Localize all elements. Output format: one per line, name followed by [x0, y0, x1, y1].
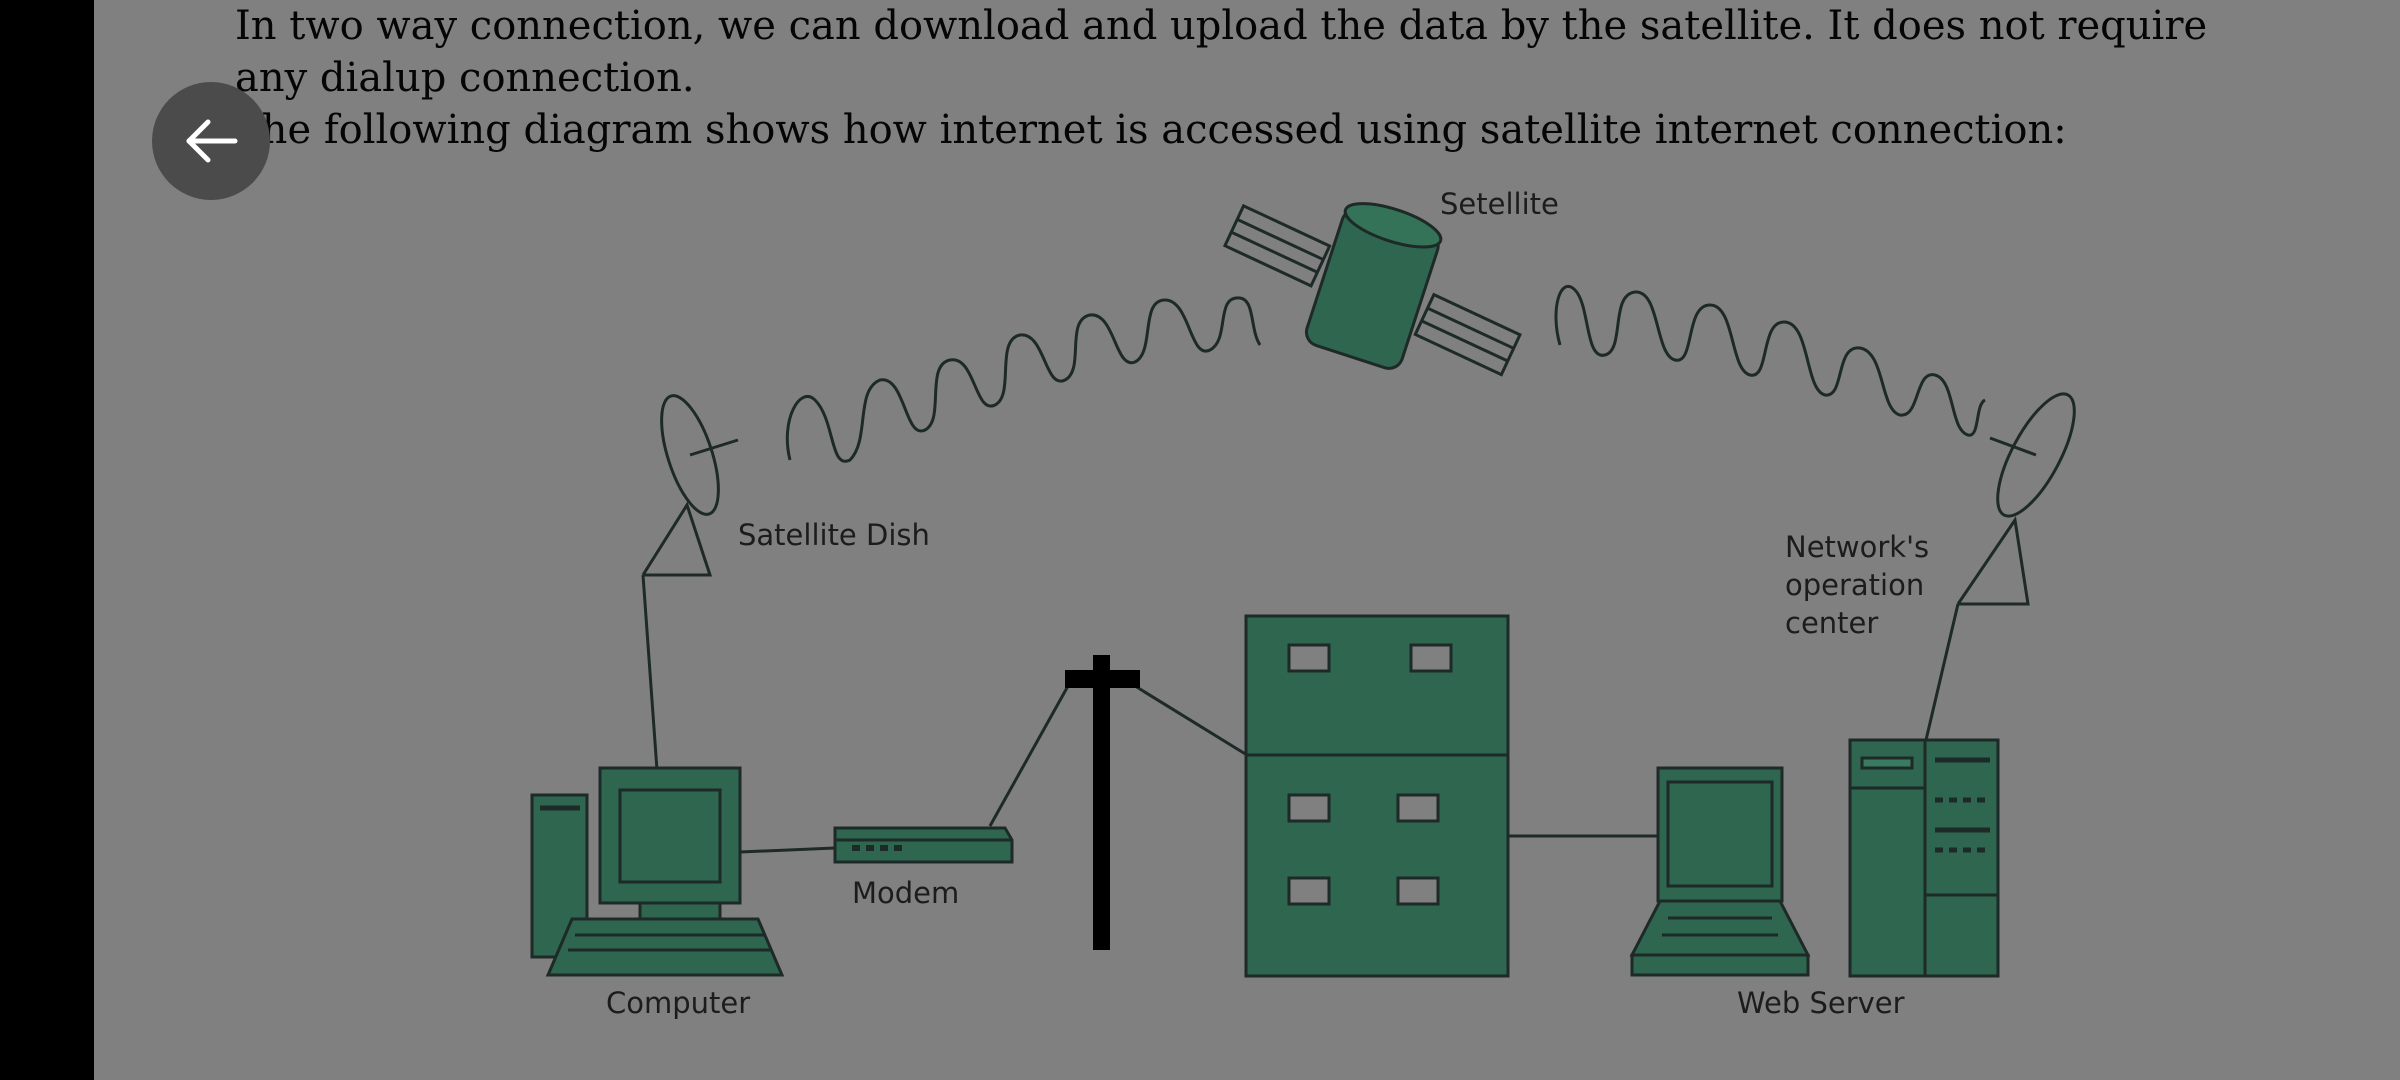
label-computer: Computer — [606, 986, 751, 1020]
computer-icon — [530, 766, 785, 977]
label-network-center-1: Network's — [1785, 530, 1930, 564]
label-web-server: Web Server — [1737, 986, 1905, 1020]
building-icon — [1244, 614, 1510, 978]
satellite-icon — [1222, 202, 1522, 377]
telephone-pole-icon — [1065, 655, 1140, 950]
left-edge-bar — [0, 0, 94, 1080]
signal-wave-left — [785, 296, 1262, 463]
arrow-left-icon — [186, 119, 238, 163]
label-modem: Modem — [852, 876, 960, 910]
modem-icon — [833, 826, 1014, 864]
paragraph-diagram-intro: The following diagram shows how internet… — [235, 107, 2067, 153]
label-network-center-2: operation — [1785, 568, 1925, 602]
paragraph-two-way-connection: In two way connection, we can download a… — [235, 3, 2208, 101]
label-network-center-3: center — [1785, 606, 1879, 640]
laptop-icon — [1629, 766, 1811, 977]
back-button[interactable] — [152, 82, 270, 200]
label-satellite-dish: Satellite Dish — [738, 518, 930, 552]
document-text: In two way connection, we can download a… — [235, 0, 2275, 156]
signal-wave-right — [1554, 285, 1987, 437]
label-satellite: Setellite — [1440, 187, 1559, 221]
web-server-icon — [1848, 738, 2000, 978]
